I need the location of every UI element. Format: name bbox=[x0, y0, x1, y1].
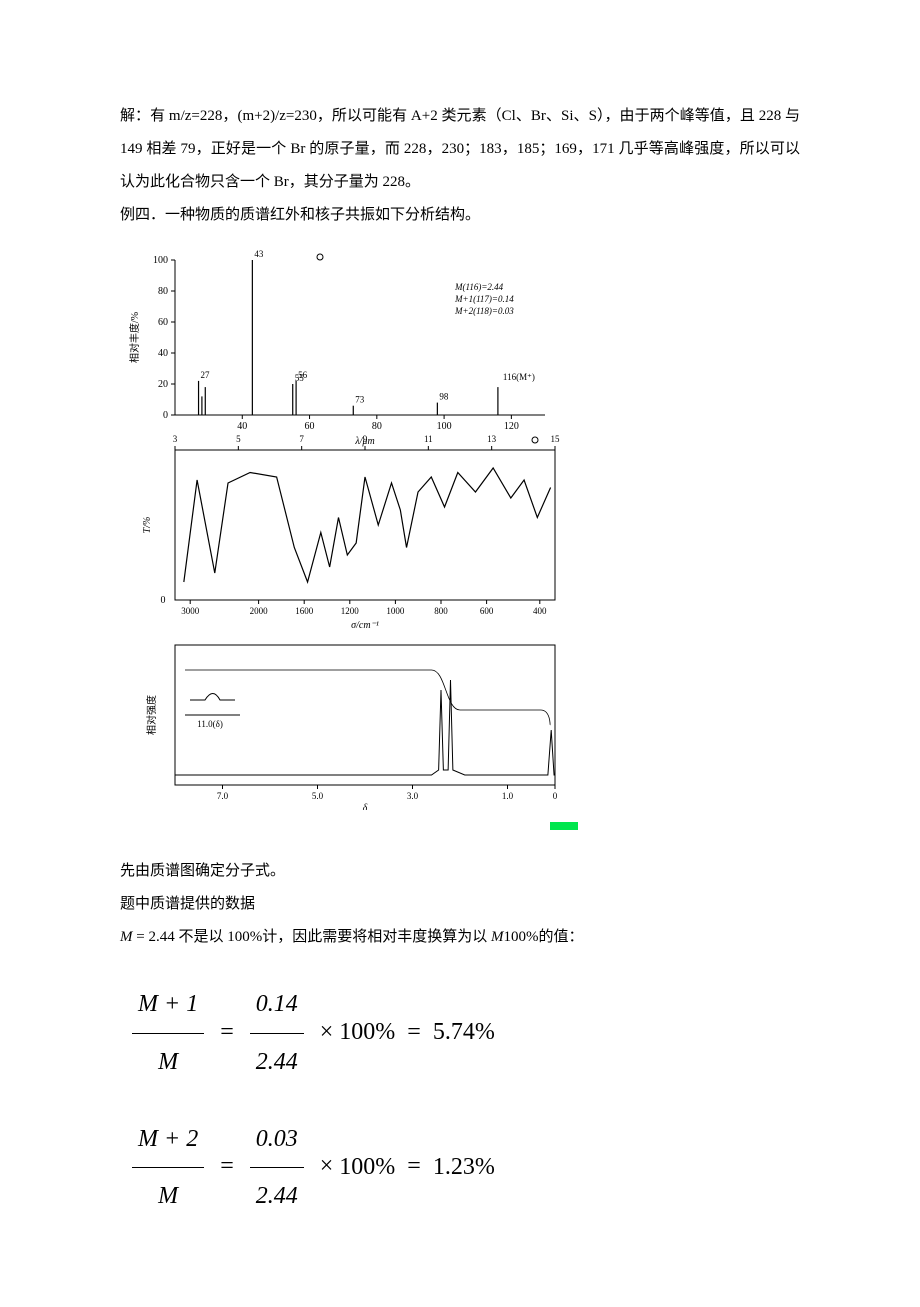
paragraph-1: 解：有 m/z=228，(m+2)/z=230，所以可能有 A+2 类元素（Cl… bbox=[120, 100, 800, 199]
svg-text:相对丰度/%: 相对丰度/% bbox=[128, 312, 141, 363]
svg-text:1.0: 1.0 bbox=[502, 791, 514, 801]
svg-text:80: 80 bbox=[158, 286, 168, 297]
svg-text:13: 13 bbox=[487, 434, 497, 444]
svg-text:11.0(δ): 11.0(δ) bbox=[197, 719, 223, 729]
green-highlight bbox=[550, 822, 578, 830]
svg-text:0: 0 bbox=[163, 410, 168, 421]
svg-text:120: 120 bbox=[504, 421, 519, 432]
svg-text:20: 20 bbox=[158, 379, 168, 390]
svg-text:43: 43 bbox=[254, 250, 264, 259]
formula-1: M + 1M = 0.142.44 ×100% = 5.74% bbox=[128, 978, 800, 1089]
svg-text:1000: 1000 bbox=[386, 606, 405, 616]
svg-text:27: 27 bbox=[201, 370, 211, 380]
svg-text:σ/cm⁻¹: σ/cm⁻¹ bbox=[351, 620, 379, 631]
svg-text:400: 400 bbox=[533, 606, 547, 616]
spectra-svg: 020406080100相对丰度/%4060801001202743555673… bbox=[120, 250, 580, 810]
svg-text:0: 0 bbox=[553, 791, 558, 801]
svg-text:T/%: T/% bbox=[142, 517, 153, 534]
svg-text:116(M⁺): 116(M⁺) bbox=[503, 372, 535, 382]
svg-text:60: 60 bbox=[305, 421, 315, 432]
svg-text:11: 11 bbox=[424, 434, 433, 444]
formula-2: M + 2M = 0.032.44 ×100% = 1.23% bbox=[128, 1113, 800, 1224]
svg-text:98: 98 bbox=[439, 392, 449, 402]
spectra-figure: 020406080100相对丰度/%4060801001202743555673… bbox=[120, 250, 800, 843]
svg-text:60: 60 bbox=[158, 317, 168, 328]
svg-text:100: 100 bbox=[153, 255, 168, 266]
paragraph-3: 先由质谱图确定分子式。 bbox=[120, 855, 800, 888]
svg-text:73: 73 bbox=[355, 395, 365, 405]
paragraph-2: 例四．一种物质的质谱红外和核子共振如下分析结构。 bbox=[120, 199, 800, 232]
svg-text:3.0: 3.0 bbox=[407, 791, 419, 801]
svg-text:1600: 1600 bbox=[295, 606, 314, 616]
svg-text:15: 15 bbox=[551, 434, 561, 444]
svg-text:1200: 1200 bbox=[341, 606, 360, 616]
svg-text:600: 600 bbox=[480, 606, 494, 616]
svg-text:5.0: 5.0 bbox=[312, 791, 324, 801]
svg-text:56: 56 bbox=[298, 370, 308, 380]
svg-text:δ: δ bbox=[363, 803, 368, 810]
svg-text:800: 800 bbox=[434, 606, 448, 616]
svg-text:M+2(118)=0.03: M+2(118)=0.03 bbox=[454, 306, 514, 316]
svg-text:2000: 2000 bbox=[250, 606, 269, 616]
svg-text:7: 7 bbox=[299, 434, 304, 444]
svg-text:40: 40 bbox=[158, 348, 168, 359]
paragraph-4: 题中质谱提供的数据 bbox=[120, 888, 800, 921]
svg-text:7.0: 7.0 bbox=[217, 791, 229, 801]
svg-text:80: 80 bbox=[372, 421, 382, 432]
svg-text:M(116)=2.44: M(116)=2.44 bbox=[454, 282, 504, 292]
svg-text:0: 0 bbox=[161, 595, 166, 606]
paragraph-5: M = 2.44 不是以 100%计，因此需要将相对丰度换算为以 M100%的值… bbox=[120, 921, 800, 954]
svg-text:M+1(117)=0.14: M+1(117)=0.14 bbox=[454, 294, 514, 304]
svg-text:3: 3 bbox=[173, 434, 178, 444]
svg-text:3000: 3000 bbox=[181, 606, 200, 616]
svg-text:9: 9 bbox=[363, 434, 368, 444]
svg-text:40: 40 bbox=[237, 421, 247, 432]
svg-text:相对强度: 相对强度 bbox=[145, 695, 158, 735]
svg-text:5: 5 bbox=[236, 434, 241, 444]
svg-text:100: 100 bbox=[437, 421, 452, 432]
